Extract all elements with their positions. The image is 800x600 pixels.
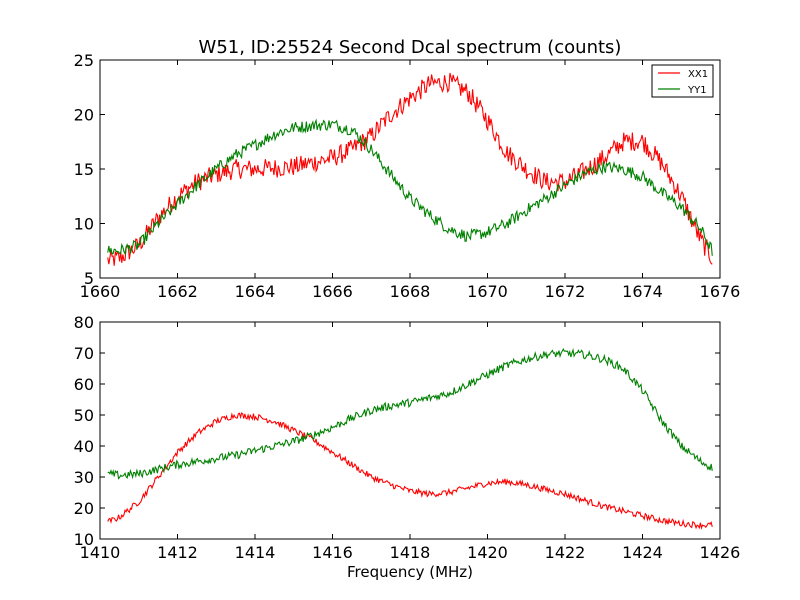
- bottom-x-tick-label: 1410: [80, 543, 121, 562]
- top-x-tick-label: 1674: [622, 282, 663, 301]
- top-series-line-yy1: [107, 118, 713, 256]
- top-y-tick-label: 5: [84, 269, 94, 288]
- bottom-x-tick-label: 1422: [545, 543, 586, 562]
- top-y-tick-label: 20: [74, 106, 94, 125]
- bottom-x-tick-label: 1418: [390, 543, 431, 562]
- top-x-tick-label: 1660: [80, 282, 121, 301]
- legend: XX1 YY1: [651, 64, 714, 98]
- bottom-y-tick-label: 40: [74, 437, 94, 456]
- bottom-series-line-0: [107, 412, 713, 530]
- top-y-tick-label: 10: [74, 215, 94, 234]
- x-axis-label: Frequency (MHz): [347, 563, 473, 581]
- bottom-x-tick-label: 1424: [622, 543, 663, 562]
- top-panel: W51, ID:25524 Second Dcal spectrum (coun…: [74, 37, 741, 301]
- legend-label-yy1: YY1: [687, 85, 707, 96]
- bottom-x-tick-label: 1416: [312, 543, 353, 562]
- chart-title: W51, ID:25524 Second Dcal spectrum (coun…: [199, 37, 622, 58]
- top-x-tick-label: 1670: [467, 282, 508, 301]
- top-series-line-xx1: [107, 72, 713, 266]
- top-y-tick-label: 15: [74, 160, 94, 179]
- bottom-y-tick-label: 30: [74, 468, 94, 487]
- bottom-y-tick-label: 10: [74, 530, 94, 549]
- bottom-x-tick-label: 1414: [235, 543, 276, 562]
- top-x-tick-label: 1662: [157, 282, 198, 301]
- top-x-tick-label: 1668: [390, 282, 431, 301]
- legend-box: [651, 64, 714, 98]
- top-panel-ticks: 1660 1662 1664 1666 1668 1670 1672 1674 1676 5 10 1…: [74, 51, 741, 301]
- bottom-y-tick-label: 20: [74, 499, 94, 518]
- bottom-x-tick-label: 1420: [467, 543, 508, 562]
- bottom-panel-series: [107, 347, 713, 530]
- bottom-x-tick-label: 1426: [700, 543, 741, 562]
- bottom-panel-ticks: 1410 1412 1414 1416 1418 1420 1422 1424 1426 10 20…: [74, 313, 741, 562]
- top-x-tick-label: 1666: [312, 282, 353, 301]
- top-x-tick-label: 1672: [545, 282, 586, 301]
- bottom-y-tick-label: 60: [74, 375, 94, 394]
- bottom-series-line-1: [107, 347, 713, 480]
- top-x-tick-label: 1676: [700, 282, 741, 301]
- bottom-y-tick-label: 50: [74, 406, 94, 425]
- bottom-y-tick-label: 70: [74, 344, 94, 363]
- top-x-tick-label: 1664: [235, 282, 276, 301]
- bottom-panel: 1410 1412 1414 1416 1418 1420 1422 1424 1426 10 20…: [74, 313, 741, 581]
- bottom-x-tick-label: 1412: [157, 543, 198, 562]
- legend-label-xx1: XX1: [688, 69, 708, 80]
- bottom-y-tick-label: 80: [74, 313, 94, 332]
- top-y-tick-label: 25: [74, 51, 94, 70]
- top-panel-series: [107, 72, 713, 266]
